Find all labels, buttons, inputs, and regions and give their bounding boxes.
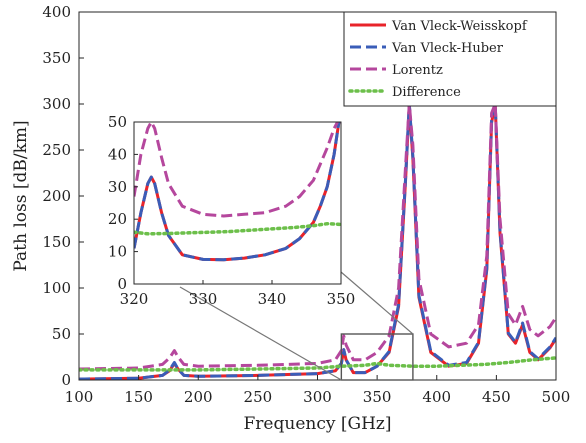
inset-x-tick-label: 340 <box>258 290 287 308</box>
y-tick-label: 300 <box>42 95 71 113</box>
x-tick-label: 450 <box>482 388 511 406</box>
y-tick-label: 100 <box>42 279 71 297</box>
legend-entry-label: Difference <box>392 85 461 100</box>
zoom-connector-line <box>340 271 414 335</box>
inset-series <box>134 122 341 262</box>
inset-y-tick-label: 20 <box>108 210 127 228</box>
inset-x-tick-label: 350 <box>327 290 356 308</box>
zoom-region-box <box>340 333 414 381</box>
inset-y-tick-label: 50 <box>108 113 127 131</box>
legend: Van Vleck-Weisskopf Van Vleck-Huber Lorent… <box>343 11 557 107</box>
inset-vvh-line <box>134 122 341 262</box>
inset-y-tick-label: 30 <box>108 178 127 196</box>
x-axis-label: Frequency [GHz] <box>244 414 392 434</box>
y-tick-label: 350 <box>42 49 71 67</box>
y-axis-label: Path loss [dB/km] <box>11 120 31 271</box>
legend-entry-label: Lorentz <box>392 63 443 78</box>
y-tick-label: 50 <box>52 325 71 343</box>
x-tick-label: 150 <box>124 388 153 406</box>
difference-line <box>79 356 556 372</box>
inset-axes-frame <box>133 121 342 285</box>
x-tick-label: 350 <box>363 388 392 406</box>
inset-y-tick-label: 0 <box>117 275 127 293</box>
x-tick-label: 300 <box>303 388 332 406</box>
y-tick-label: 0 <box>61 371 71 389</box>
legend-entry-label: Van Vleck-Huber <box>391 41 504 56</box>
zoom-connector-line <box>179 286 342 381</box>
inset-lorentz-line <box>134 122 339 218</box>
main-series <box>79 102 556 380</box>
y-tick-label: 400 <box>42 3 71 21</box>
lorentz-line <box>79 102 556 371</box>
inset-difference-line <box>134 221 341 236</box>
x-tick-label: 500 <box>542 388 571 406</box>
inset-y-tick-label: 10 <box>108 243 127 261</box>
y-tick-label: 150 <box>42 233 71 251</box>
inset-x-tick-label: 320 <box>120 290 149 308</box>
inset-x-tick-label: 330 <box>189 290 218 308</box>
x-tick-label: 200 <box>184 388 213 406</box>
inset-plot: 320 330 340 350 0 10 20 30 40 50 <box>108 113 355 308</box>
x-tick-label: 100 <box>65 388 94 406</box>
x-tick-label: 400 <box>422 388 451 406</box>
inset-y-tick-label: 40 <box>108 145 127 163</box>
legend-entry-label: Van Vleck-Weisskopf <box>391 19 528 34</box>
zoom-connector <box>179 271 414 381</box>
main-plot: 100 150 200 250 300 350 400 450 5000501001502002… <box>11 3 570 434</box>
x-tick-label: 250 <box>244 388 273 406</box>
y-tick-label: 200 <box>42 187 71 205</box>
inset-background <box>134 122 341 284</box>
y-tick-label: 250 <box>42 141 71 159</box>
